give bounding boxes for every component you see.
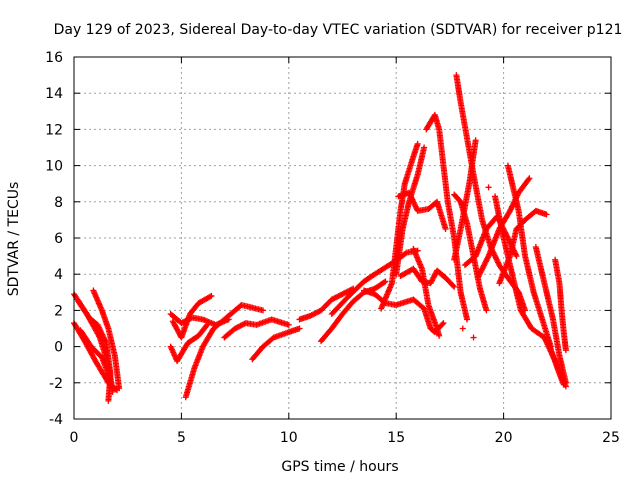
data-point: [442, 225, 449, 232]
data-point: [560, 381, 567, 388]
data-point: [203, 323, 210, 330]
data-point: [421, 144, 428, 151]
data-point: [208, 292, 215, 299]
x-tick-label: 10: [280, 430, 298, 446]
axis-ticks: 0 5 10 15 20 25 -4 -2 0 2 4 6 8 10 12 14 16: [45, 50, 620, 446]
y-tick-label: 0: [54, 340, 63, 356]
x-tick-label: 15: [387, 430, 405, 446]
data-point: [459, 325, 466, 332]
data-point: [107, 376, 114, 383]
y-tick-label: 14: [45, 86, 63, 102]
y-tick-label: 12: [45, 122, 63, 138]
y-tick-label: -4: [49, 412, 63, 428]
data-point: [105, 397, 112, 404]
data-point: [472, 137, 479, 144]
data-points: [71, 72, 569, 404]
data-point: [526, 175, 533, 182]
data-point: [112, 386, 119, 393]
data-point: [562, 347, 569, 354]
data-point: [525, 176, 532, 183]
data-point: [485, 184, 492, 191]
data-point: [414, 140, 421, 147]
data-point: [543, 211, 550, 218]
data-point: [439, 321, 446, 328]
y-tick-label: 10: [45, 159, 63, 175]
data-point: [483, 307, 490, 314]
y-axis-label: SDTVAR / TECUs: [6, 182, 22, 297]
x-tick-label: 0: [70, 430, 79, 446]
data-point: [207, 293, 214, 300]
data-point: [513, 253, 520, 260]
y-tick-label: 16: [45, 50, 63, 66]
data-point: [285, 321, 292, 328]
y-tick-label: 2: [54, 303, 63, 319]
data-point: [470, 334, 477, 341]
data-point: [260, 307, 267, 314]
x-tick-label: 20: [495, 430, 513, 446]
data-point: [296, 325, 303, 332]
x-tick-label: 5: [177, 430, 186, 446]
data-point: [464, 316, 471, 323]
y-tick-label: 4: [54, 267, 63, 283]
data-point: [381, 279, 388, 286]
data-point: [116, 385, 123, 392]
data-point: [402, 250, 409, 257]
x-axis-label: GPS time / hours: [281, 459, 398, 475]
data-point: [450, 282, 457, 289]
y-tick-label: 6: [54, 231, 63, 247]
data-point: [451, 283, 458, 290]
y-tick-label: 8: [54, 195, 63, 211]
data-point: [436, 332, 443, 339]
y-tick-label: -2: [49, 376, 63, 392]
x-tick-label: 25: [602, 430, 620, 446]
data-point: [440, 320, 447, 327]
chart-title: Day 129 of 2023, Sidereal Day-to-day VTE…: [54, 22, 623, 38]
data-point: [382, 278, 389, 285]
